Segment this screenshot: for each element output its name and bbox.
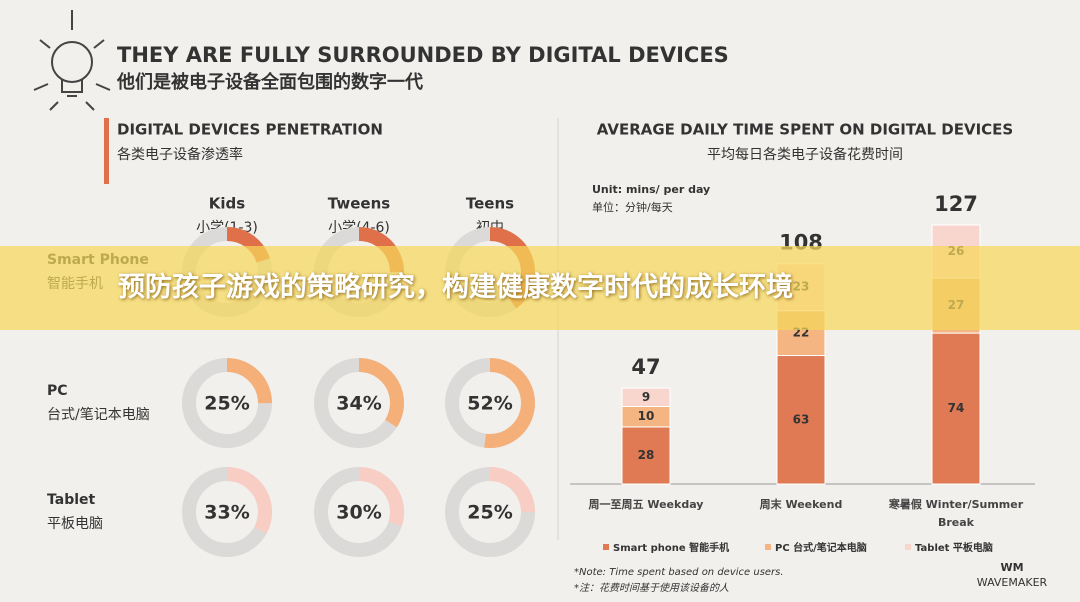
donut-title: DIGITAL DEVICES PENETRATION <box>117 121 383 139</box>
column-name: Teens <box>466 195 514 213</box>
donut-label: 25% <box>467 502 512 524</box>
donut-arc <box>182 358 272 448</box>
bar-segment <box>621 387 671 408</box>
legend-swatch <box>603 544 609 550</box>
donut-label: 52% <box>467 393 512 415</box>
bar-title: AVERAGE DAILY TIME SPENT ON DIGITAL DEVI… <box>597 121 1013 139</box>
bar-segment <box>931 332 981 485</box>
bar-segment <box>621 426 671 485</box>
legend-label: Smart phone 智能手机 <box>613 541 729 554</box>
donut-label: 30% <box>336 502 381 524</box>
legend-label: PC 台式/笔记本电脑 <box>775 541 867 554</box>
donut-arc <box>182 467 272 557</box>
unit-cn: 单位：分钟/每天 <box>592 200 673 214</box>
donut-arc <box>445 358 535 448</box>
segment-label: 63 <box>793 412 810 426</box>
banner: 预防孩子游戏的策略研究，构建健康数字时代的成长环境 <box>0 246 1080 330</box>
category-label: 周一至周五 Weekday <box>588 498 704 511</box>
segment-label: 10 <box>638 409 655 423</box>
header-title: THEY ARE FULLY SURROUNDED BY DIGITAL DEV… <box>117 43 729 67</box>
bulb-icon <box>33 10 111 111</box>
header-subtitle: 他们是被电子设备全面包围的数字一代 <box>116 71 423 93</box>
total-label: 127 <box>934 192 978 216</box>
row-name: Tablet <box>47 492 96 508</box>
accent-bar <box>104 118 109 184</box>
donut-arc <box>314 358 404 448</box>
note: *Note: Time spent based on device users. <box>574 567 784 578</box>
row-name-cn: 平板电脑 <box>47 516 103 532</box>
donut-arc <box>314 467 404 557</box>
segment-label: 74 <box>948 401 965 415</box>
donut-arc <box>445 467 535 557</box>
donut-arc <box>182 227 272 317</box>
bar-subtitle: 平均每日各类电子设备花费时间 <box>707 146 903 163</box>
logo-mark: WM <box>1000 561 1023 574</box>
logo-name: WAVEMAKER <box>977 576 1048 589</box>
donut-label: 33% <box>204 502 249 524</box>
donut-label: 25% <box>204 393 249 415</box>
legend-swatch <box>765 544 771 550</box>
legend-label: Tablet 平板电脑 <box>915 541 993 554</box>
bar-segment <box>776 355 826 485</box>
segment-label: 9 <box>642 390 650 404</box>
donut-subtitle: 各类电子设备渗透率 <box>117 146 243 163</box>
column-name: Tweens <box>328 195 390 213</box>
total-label: 47 <box>631 355 660 379</box>
category-label: 寒暑假 Winter/Summer Break <box>888 498 1024 529</box>
legend-swatch <box>905 544 911 550</box>
row-name-cn: 台式/笔记本电脑 <box>47 407 150 423</box>
donut-label: 34% <box>336 393 381 415</box>
segment-label: 28 <box>638 448 655 462</box>
note-cn: *注：花费时间基于使用该设备的人 <box>574 582 729 594</box>
category-label: 周末 Weekend <box>759 498 843 511</box>
row-name: PC <box>47 383 68 399</box>
column-name: Kids <box>209 195 246 213</box>
unit: Unit: mins/ per day <box>592 183 710 196</box>
